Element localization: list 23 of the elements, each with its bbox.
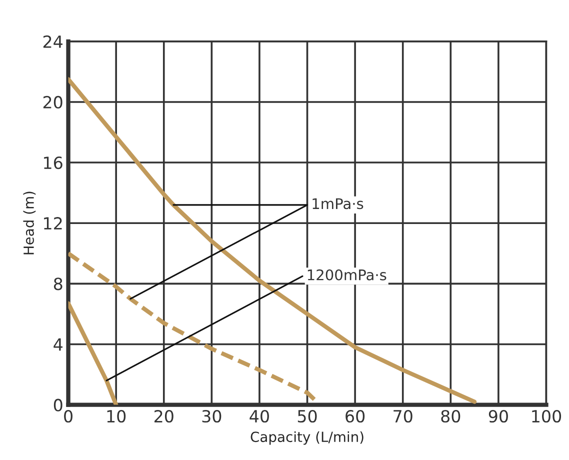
y-tick-label: 24 [43,35,62,48]
line-series [68,77,477,404]
y-tick-label: 0 [54,398,62,412]
x-tick-label: 70 [394,410,412,423]
x-tick-label: 10 [107,410,126,423]
x-tick-label: 30 [202,410,222,423]
annotation: 1200mPa·s [308,269,386,280]
x-tick-label: 40 [250,410,269,423]
x-tick-label: 20 [154,410,174,423]
annotation: 1mPa·s [312,198,364,210]
x-tick-label: 0 [64,410,72,423]
y-tick-label: 12 [44,217,62,230]
x-tick-label: 60 [346,410,365,423]
y-tick-label: 20 [43,96,62,109]
x-axis-title: Capacity (L/min) [250,431,364,445]
x-tick-label: 90 [488,410,508,423]
x-tick-label: 100 [532,410,562,423]
y-tick-label: 8 [54,278,62,290]
x-tick-label: 50 [298,410,317,423]
y-axis-title: Head (m) [23,192,36,254]
y-tick-label: 4 [54,338,62,351]
y-tick-label: 16 [44,156,62,170]
x-tick-label: 80 [441,410,460,423]
